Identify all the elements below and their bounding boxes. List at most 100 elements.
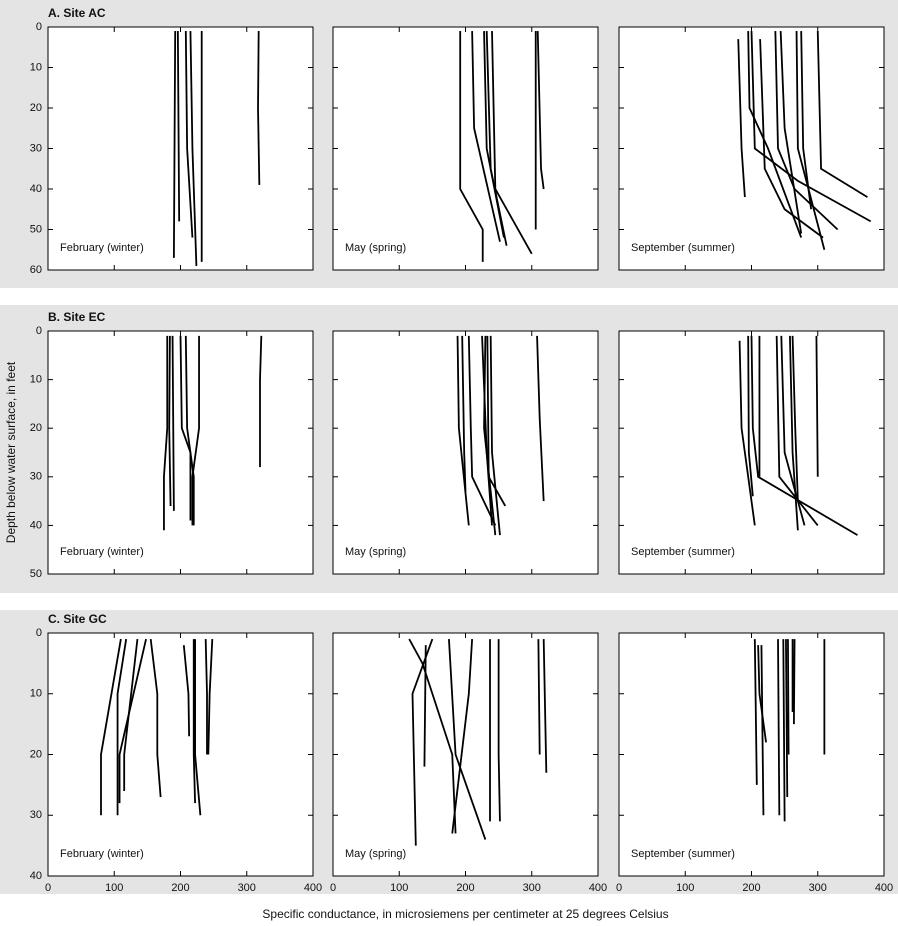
x-tick-label: 300 [523, 882, 541, 894]
y-tick-label: 20 [30, 422, 42, 434]
profile-line [779, 31, 803, 234]
x-tick-label: 0 [616, 882, 622, 894]
profile-line [537, 639, 541, 755]
profile-line [483, 335, 497, 536]
x-tick-label: 400 [875, 882, 893, 894]
y-tick-label: 30 [30, 809, 42, 821]
y-tick-label: 10 [30, 374, 42, 386]
season-label: February (winter) [60, 546, 144, 558]
y-tick-label: 10 [30, 688, 42, 700]
profile-line [497, 639, 501, 822]
profile-line [536, 31, 545, 190]
profile-line [184, 31, 194, 238]
season-label: May (spring) [345, 546, 406, 558]
x-tick-label: 200 [456, 882, 474, 894]
profile-line [793, 639, 796, 725]
x-tick-label: 300 [238, 882, 256, 894]
profile-line [461, 335, 467, 492]
plot-area [47, 26, 314, 271]
profile-line [815, 335, 819, 477]
profile-line [785, 639, 789, 798]
profile-line [163, 335, 169, 531]
profile-line [536, 335, 545, 502]
profile-line [486, 335, 507, 507]
y-tick-label: 50 [30, 568, 42, 580]
y-tick-label: 10 [30, 61, 42, 73]
season-label: May (spring) [345, 848, 406, 860]
profile-line [789, 335, 799, 531]
profile-line [451, 639, 474, 834]
profile-line [795, 31, 826, 250]
profile-line [753, 639, 758, 785]
x-tick-label: 200 [171, 882, 189, 894]
y-tick-label: 20 [30, 102, 42, 114]
profile-line [759, 39, 824, 239]
profile-line [774, 31, 839, 231]
x-tick-label: 0 [45, 882, 51, 894]
profile-line [191, 335, 200, 526]
season-label: February (winter) [60, 242, 144, 254]
y-tick-label: 0 [36, 21, 42, 33]
plot-area [618, 26, 885, 271]
profile-line [471, 31, 501, 242]
x-tick-label: 200 [742, 882, 760, 894]
profile-line [485, 31, 508, 246]
y-tick-label: 0 [36, 325, 42, 337]
profile-line [491, 31, 533, 255]
profile-line [750, 335, 858, 536]
profile-line [123, 638, 139, 791]
profile-line [448, 639, 487, 840]
profile-line [182, 645, 191, 737]
profile-line [775, 335, 819, 526]
x-tick-label: 100 [390, 882, 408, 894]
profile-line [100, 638, 122, 816]
y-tick-label: 50 [30, 223, 42, 235]
x-tick-label: 400 [589, 882, 607, 894]
y-tick-label: 40 [30, 870, 42, 882]
profile-line [184, 335, 195, 526]
x-tick-label: 100 [105, 882, 123, 894]
profile-line [207, 639, 214, 755]
plot-area [332, 330, 599, 575]
profile-line [423, 645, 427, 767]
x-tick-label: 0 [330, 882, 336, 894]
profile-line [118, 638, 147, 804]
profile-line [259, 335, 263, 468]
plot-area [47, 632, 314, 877]
panel-title: A. Site AC [48, 6, 106, 20]
profile-line [172, 31, 177, 258]
season-label: February (winter) [60, 848, 144, 860]
y-axis-label: Depth below water surface, in feet [4, 361, 18, 543]
y-tick-label: 40 [30, 519, 42, 531]
plot-area [332, 632, 599, 877]
season-label: September (summer) [631, 848, 735, 860]
profile-line [116, 638, 128, 816]
profile-line [149, 638, 162, 798]
x-tick-label: 100 [676, 882, 694, 894]
profile-line [168, 335, 172, 506]
season-label: September (summer) [631, 242, 735, 254]
profile-line [192, 639, 196, 804]
plot-area [332, 26, 599, 271]
profile-line [747, 31, 803, 238]
y-tick-label: 0 [36, 627, 42, 639]
profile-line [542, 639, 548, 773]
profile-line [179, 335, 192, 521]
x-tick-label: 300 [809, 882, 827, 894]
panel-title: C. Site GC [48, 612, 107, 626]
x-tick-label: 400 [304, 882, 322, 894]
profile-line [782, 639, 786, 822]
profile-line [787, 639, 790, 755]
profile-line [738, 340, 756, 526]
profile-line [489, 335, 501, 536]
y-tick-label: 20 [30, 748, 42, 760]
plot-area [618, 632, 885, 877]
panel-title: B. Site EC [48, 310, 106, 324]
profile-line [456, 335, 470, 526]
profile-line [816, 31, 868, 198]
x-axis-label: Specific conductance, in microsiemens pe… [262, 907, 668, 921]
profile-line [791, 335, 799, 502]
profile-line [459, 31, 484, 262]
profile-line [408, 638, 457, 834]
